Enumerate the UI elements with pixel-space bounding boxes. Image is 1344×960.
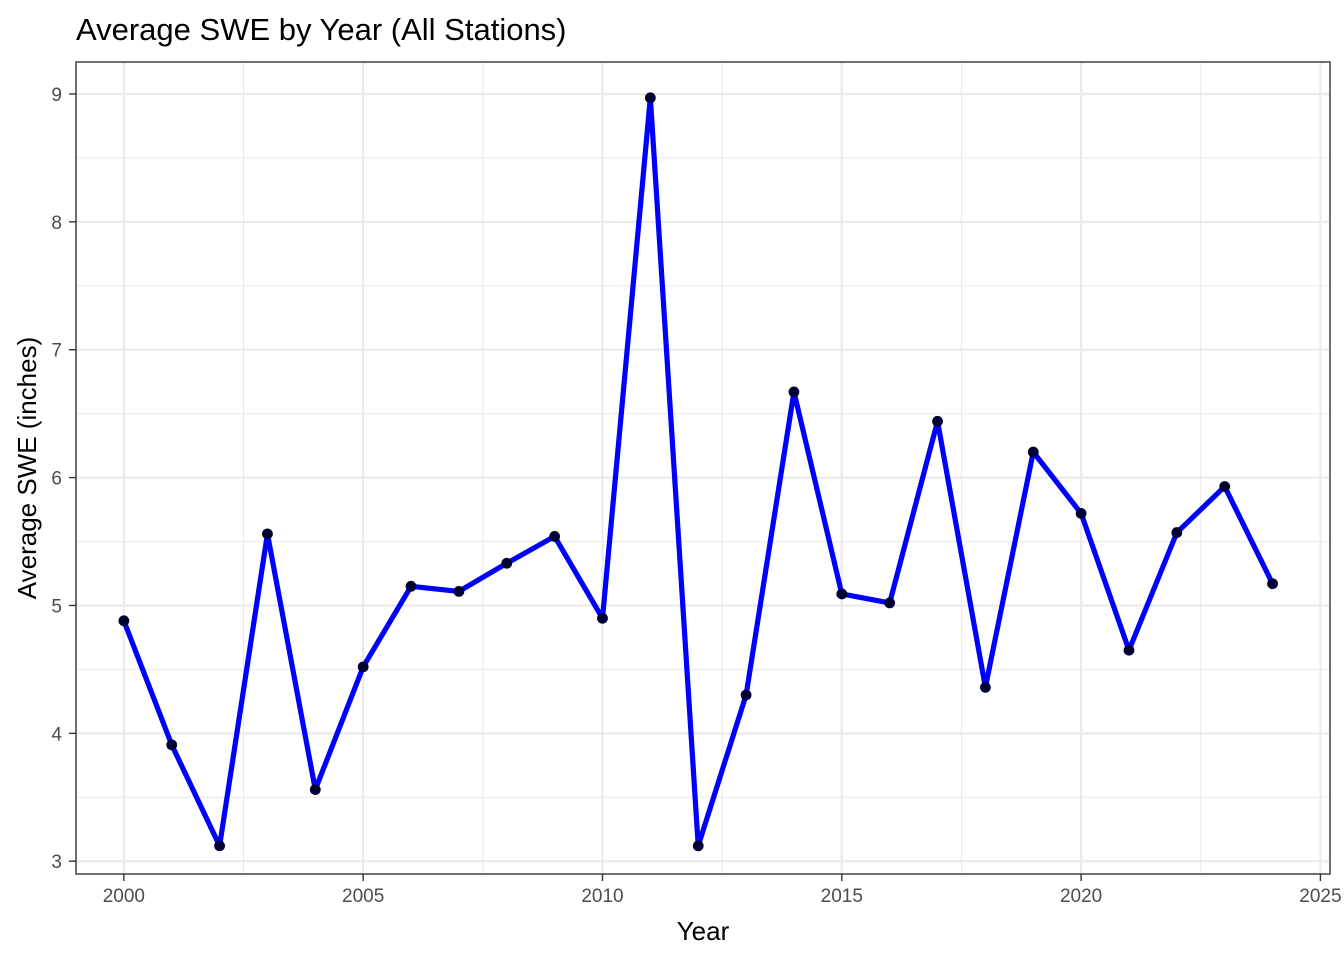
data-point [1027, 446, 1039, 458]
y-tick-label: 7 [51, 341, 62, 362]
x-tick-label: 2015 [821, 886, 863, 907]
y-tick-label: 9 [51, 85, 62, 106]
y-axis: 3 4 5 6 7 8 9 [51, 85, 76, 873]
x-tick-label: 2010 [581, 886, 623, 907]
minor-gridlines [76, 62, 1330, 874]
data-point [166, 739, 178, 751]
data-point [597, 612, 608, 624]
data-point [884, 597, 896, 609]
x-axis: 2000 2005 2010 2015 2020 2025 [103, 874, 1342, 907]
y-tick-label: 5 [51, 596, 62, 617]
x-tick-label: 2025 [1299, 886, 1341, 907]
data-point [501, 557, 513, 569]
data-point [453, 585, 465, 597]
data-point [118, 615, 130, 627]
data-point [1267, 578, 1278, 590]
panel-border [75, 61, 1331, 875]
x-tick-label: 2005 [342, 886, 384, 907]
data-point [262, 528, 273, 540]
series-layer [118, 92, 1278, 852]
y-tick-label: 6 [51, 469, 62, 490]
data-point [549, 531, 561, 542]
data-point [740, 689, 752, 701]
data-point [1075, 507, 1087, 519]
major-gridlines [76, 62, 1330, 874]
x-tick-label: 2020 [1060, 886, 1102, 907]
data-point [836, 588, 848, 600]
chart-title: Average SWE by Year (All Stations) [76, 12, 567, 47]
x-tick-label: 2000 [103, 886, 145, 907]
x-axis-title: Year [677, 916, 730, 946]
data-point [692, 840, 704, 852]
data-point [309, 784, 321, 796]
data-point [1219, 481, 1231, 492]
data-point [405, 580, 417, 592]
data-point [644, 92, 656, 104]
data-point [788, 386, 800, 398]
y-tick-label: 8 [51, 213, 62, 234]
data-point [357, 661, 369, 673]
data-point [1123, 644, 1135, 656]
data-point [1171, 527, 1183, 538]
y-tick-label: 3 [51, 852, 62, 873]
data-point [214, 840, 225, 852]
data-point [979, 681, 991, 693]
y-tick-label: 4 [51, 724, 62, 745]
data-point [932, 415, 943, 427]
y-axis-title: Average SWE (inches) [12, 337, 42, 600]
